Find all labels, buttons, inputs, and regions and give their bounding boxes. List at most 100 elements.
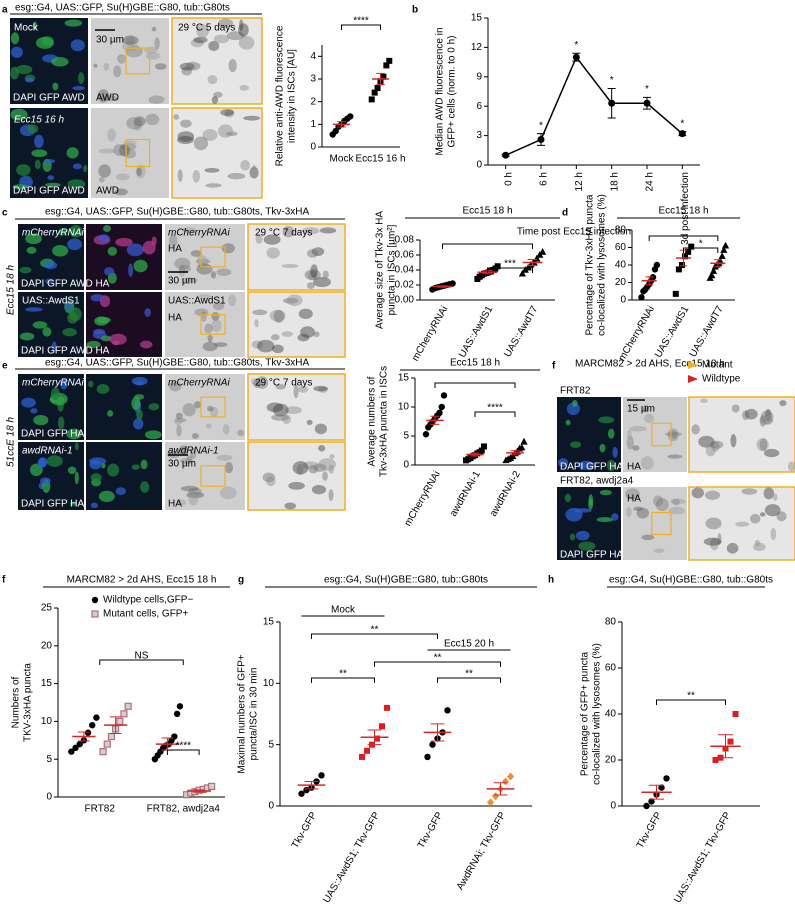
cell (282, 414, 291, 425)
data-point (653, 261, 661, 269)
cell (114, 188, 128, 196)
x-tick-label: awdRNAi-1 (448, 469, 483, 519)
cell (632, 445, 640, 451)
significance-bracket (474, 411, 516, 417)
cell (115, 173, 130, 181)
cell (709, 537, 719, 551)
cell (252, 309, 268, 316)
data-point (518, 443, 526, 451)
cell (572, 399, 578, 407)
data-point (171, 733, 178, 740)
cell (180, 458, 194, 465)
cell (304, 269, 321, 281)
x-tick-label: 24 h (645, 172, 656, 191)
group-label: Mock (331, 605, 356, 616)
data-point (449, 280, 456, 287)
cell (224, 462, 233, 474)
y-tick-label: 12 (471, 42, 483, 53)
cell (557, 458, 569, 468)
cell (329, 453, 335, 460)
cell (704, 490, 721, 500)
genotype-header: esg::G4, UAS::GFP, Su(H)GBE::G80, tub::G… (45, 358, 310, 369)
cell (625, 488, 640, 500)
cell (182, 227, 196, 233)
cell (151, 26, 157, 32)
cell (103, 224, 111, 233)
data-point (429, 741, 436, 748)
zoom-box (200, 246, 226, 268)
micrograph (688, 486, 795, 561)
cell (65, 301, 73, 311)
cell (306, 282, 315, 289)
cell (763, 487, 775, 500)
cell (240, 159, 251, 171)
data-point (518, 269, 526, 277)
cell (227, 172, 246, 180)
x-tick-label: UAS::AwdS1; Tkv-GFP (321, 810, 382, 905)
cell (705, 444, 716, 457)
cell (47, 175, 55, 181)
cell (765, 408, 772, 422)
data-point (107, 732, 116, 741)
y-tick-label: 15 (41, 678, 53, 689)
image-label: 29 °C 7 days (255, 228, 312, 239)
micrograph (165, 442, 245, 510)
cell (282, 225, 295, 238)
data-point (422, 431, 430, 438)
image-label: HA (627, 462, 641, 473)
y-tick-label: 0 (620, 295, 626, 306)
image-label: DAPI GFP AWD HA (21, 279, 110, 290)
x-tick-label: Tkv-GFP (635, 810, 665, 850)
cell (629, 425, 647, 432)
cell (177, 131, 195, 142)
cell (169, 381, 182, 392)
cell (238, 35, 255, 50)
image-label: DAPI GFP HA (21, 499, 84, 510)
image-label: 15 µm (627, 404, 655, 415)
cell (313, 331, 320, 338)
cell (97, 89, 110, 103)
y-tick-label: 0.04 (395, 265, 415, 276)
data-point (675, 266, 682, 273)
cell (271, 414, 290, 421)
image-label: DAPI GFP AWD (13, 93, 85, 104)
y-axis-label: co-localized with lysosomes (%) (592, 643, 603, 785)
data-point (608, 99, 616, 107)
data-point (718, 252, 726, 260)
zoom-box (200, 314, 226, 335)
cell (284, 502, 296, 510)
cell (25, 307, 43, 312)
cell (210, 406, 219, 418)
cell (633, 506, 644, 512)
micrograph (18, 442, 84, 510)
significance-label: NS (135, 651, 149, 662)
y-tick-label: 80 (615, 225, 627, 236)
cell (133, 418, 144, 430)
data-point (91, 610, 99, 618)
cell (319, 227, 337, 234)
cell (204, 167, 220, 173)
cell (77, 72, 85, 85)
cell (174, 418, 187, 423)
cell (763, 448, 780, 458)
image-label: HA (168, 313, 182, 324)
cell (50, 387, 60, 401)
micrograph (91, 18, 169, 104)
cell (228, 294, 237, 307)
legend-label: Wildtype cells,GFP− (103, 595, 193, 606)
cell (57, 416, 65, 430)
cell (24, 77, 35, 83)
error-bar (430, 723, 445, 742)
cell (202, 128, 218, 141)
micrograph (247, 291, 346, 358)
y-tick-label: 5 (403, 431, 409, 442)
cell (94, 316, 109, 326)
cell (51, 56, 69, 67)
cell (190, 38, 204, 48)
cell (779, 400, 787, 407)
cell (214, 342, 228, 348)
cell (672, 498, 680, 506)
data-point (424, 753, 431, 761)
cell (328, 464, 335, 474)
data-point (440, 392, 448, 399)
